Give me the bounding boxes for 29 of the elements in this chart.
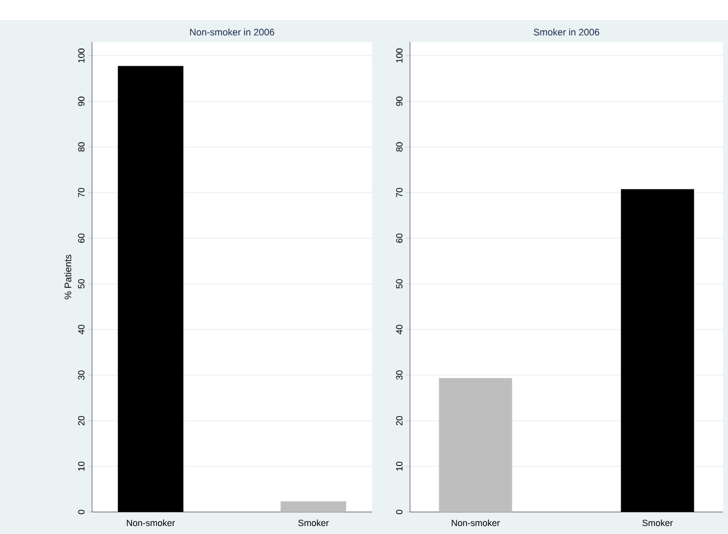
y-tick-label: 80: [396, 142, 403, 152]
y-tick-label: 40: [78, 324, 84, 334]
y-tick-label: 70: [396, 188, 403, 198]
y-tick-label: 90: [396, 96, 403, 106]
y-tick-label: 10: [78, 462, 84, 471]
y-tick-label: 60: [396, 234, 403, 243]
y-axis-title: % Patients: [64, 254, 72, 300]
y-tick-label: 60: [78, 234, 84, 243]
y-tick-label: 50: [396, 279, 403, 288]
y-tick-label: 30: [78, 370, 84, 380]
y-tick-label: 80: [78, 142, 84, 152]
y-tick-label: 20: [396, 416, 403, 426]
y-tick-label: 40: [396, 324, 403, 334]
x-tick-label: Non-smoker: [452, 520, 500, 526]
y-tick-label: 0: [396, 510, 403, 514]
y-tick-label: 10: [396, 462, 403, 471]
y-tick-label: 70: [78, 188, 84, 198]
x-tick-label: Smoker: [298, 520, 329, 526]
x-tick-label: Non-smoker: [126, 520, 175, 526]
y-tick-label: 0: [78, 510, 84, 514]
y-tick-label: 50: [78, 279, 84, 288]
y-tick-label: 30: [396, 370, 403, 380]
y-tick-label: 20: [78, 416, 84, 426]
chart-title: Non-smoker in 2006: [190, 28, 274, 36]
y-tick-label: 100: [396, 48, 403, 62]
x-tick-label: Smoker: [642, 520, 673, 526]
y-tick-label: 90: [78, 96, 84, 106]
chart-title: Smoker in 2006: [534, 28, 600, 36]
y-tick-label: 100: [78, 48, 84, 62]
